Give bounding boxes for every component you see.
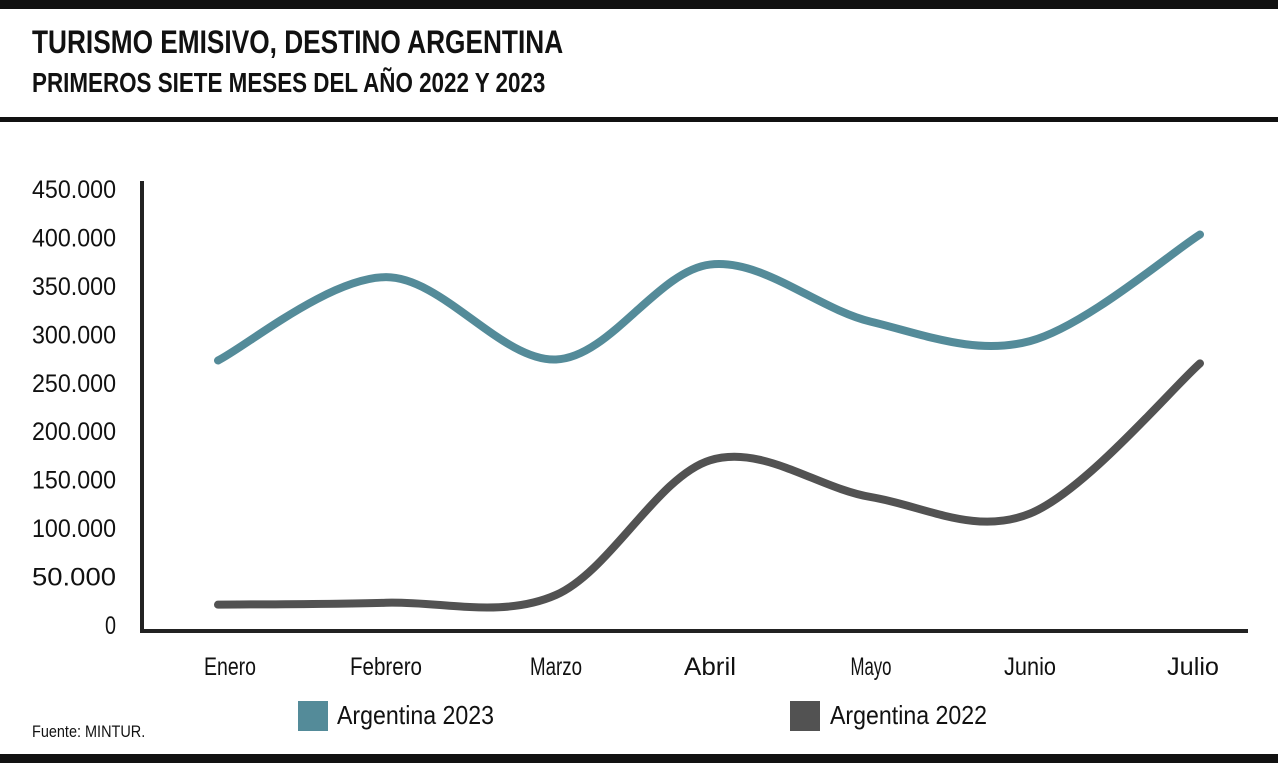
x-tick-label: Mayo: [851, 653, 892, 681]
y-tick-label: 0: [105, 612, 116, 640]
y-tick-label: 350.000: [32, 273, 116, 301]
bottom-rule: [0, 754, 1278, 763]
x-tick-label: Abril: [684, 653, 736, 681]
legend-item: Argentina 2022: [790, 700, 987, 731]
series-2022: [214, 359, 1204, 612]
chart-title: TURISMO EMISIVO, DESTINO ARGENTINA: [32, 24, 564, 60]
legend-swatch: [298, 701, 328, 731]
x-tick-label: Julio: [1167, 653, 1219, 681]
chart-subtitle: PRIMEROS SIETE MESES DEL AÑO 2022 Y 2023: [32, 67, 546, 98]
legend-swatch: [790, 701, 820, 731]
series-2023: [214, 230, 1204, 365]
header-divider: [0, 117, 1278, 122]
series-line: [214, 359, 1204, 612]
y-tick-label: 300.000: [32, 321, 116, 349]
y-tick-label: 250.000: [32, 370, 116, 398]
y-tick-label: 50.000: [32, 564, 116, 592]
y-tick-label: 450.000: [32, 176, 116, 204]
x-tick-label: Enero: [204, 653, 256, 681]
x-tick-label: Junio: [1004, 653, 1056, 681]
top-rule: [0, 0, 1278, 9]
source-note: Fuente: MINTUR.: [32, 722, 146, 741]
series-lines: [214, 230, 1204, 612]
x-tick-label: Marzo: [530, 653, 582, 681]
series-line: [214, 230, 1204, 365]
y-tick-label: 100.000: [32, 515, 116, 543]
legend-item: Argentina 2023: [298, 700, 494, 731]
y-axis-ticks: 0 50.000 100.000 150.000 200.000 250.000 300.0…: [32, 176, 116, 640]
legend-label: Argentina 2022: [830, 700, 987, 730]
legend-label: Argentina 2023: [337, 700, 494, 730]
legend: Argentina 2023 Argentina 2022: [298, 700, 987, 731]
x-axis-ticks: Enero Febrero Marzo Abril Mayo Junio Julio: [204, 653, 1219, 681]
y-tick-label: 200.000: [32, 418, 116, 446]
y-tick-label: 150.000: [32, 467, 116, 495]
x-tick-label: Febrero: [350, 653, 422, 681]
y-tick-label: 400.000: [32, 224, 116, 252]
